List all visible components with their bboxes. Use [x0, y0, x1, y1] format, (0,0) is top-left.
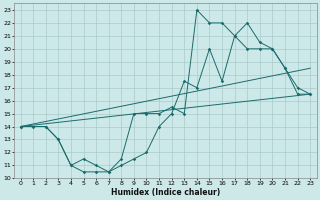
X-axis label: Humidex (Indice chaleur): Humidex (Indice chaleur): [111, 188, 220, 197]
